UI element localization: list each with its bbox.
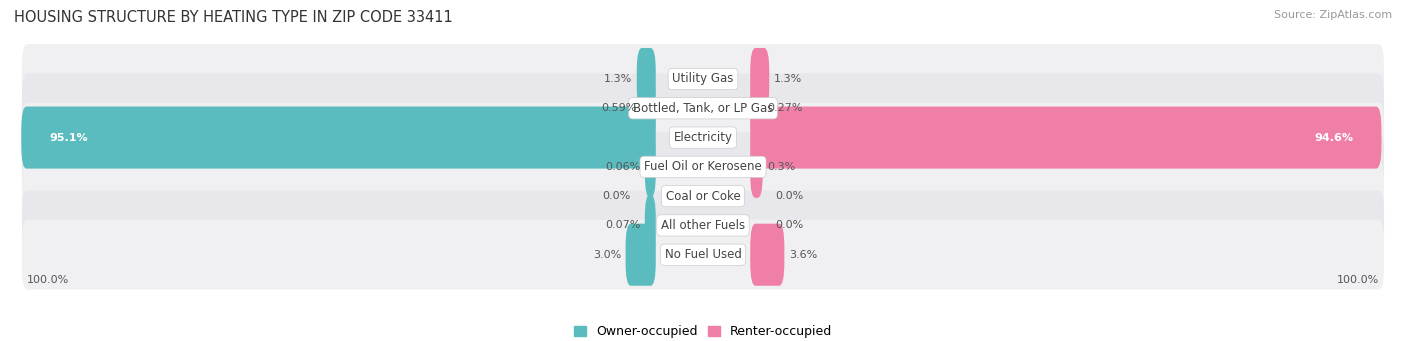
FancyBboxPatch shape <box>751 136 762 198</box>
FancyBboxPatch shape <box>22 220 1384 290</box>
Text: HOUSING STRUCTURE BY HEATING TYPE IN ZIP CODE 33411: HOUSING STRUCTURE BY HEATING TYPE IN ZIP… <box>14 10 453 25</box>
FancyBboxPatch shape <box>22 103 1384 173</box>
FancyBboxPatch shape <box>22 161 1384 231</box>
FancyBboxPatch shape <box>645 136 655 198</box>
Text: Bottled, Tank, or LP Gas: Bottled, Tank, or LP Gas <box>633 102 773 115</box>
Text: Electricity: Electricity <box>673 131 733 144</box>
FancyBboxPatch shape <box>22 44 1384 114</box>
FancyBboxPatch shape <box>751 224 785 286</box>
Text: 0.0%: 0.0% <box>775 220 803 231</box>
Text: 1.3%: 1.3% <box>605 74 633 84</box>
FancyBboxPatch shape <box>637 48 655 110</box>
Text: 1.3%: 1.3% <box>773 74 801 84</box>
Text: 0.06%: 0.06% <box>605 162 640 172</box>
Text: Utility Gas: Utility Gas <box>672 73 734 86</box>
FancyBboxPatch shape <box>751 48 769 110</box>
Text: 0.59%: 0.59% <box>602 103 637 113</box>
Text: 94.6%: 94.6% <box>1315 133 1353 143</box>
Text: 0.0%: 0.0% <box>603 191 631 201</box>
Text: 95.1%: 95.1% <box>49 133 89 143</box>
Legend: Owner-occupied, Renter-occupied: Owner-occupied, Renter-occupied <box>574 325 832 338</box>
Text: 3.0%: 3.0% <box>593 250 621 260</box>
Text: 100.0%: 100.0% <box>1337 275 1379 285</box>
FancyBboxPatch shape <box>22 191 1384 260</box>
Text: All other Fuels: All other Fuels <box>661 219 745 232</box>
FancyBboxPatch shape <box>751 106 1382 168</box>
FancyBboxPatch shape <box>751 77 762 139</box>
FancyBboxPatch shape <box>626 224 655 286</box>
Text: Source: ZipAtlas.com: Source: ZipAtlas.com <box>1274 10 1392 20</box>
FancyBboxPatch shape <box>22 132 1384 202</box>
FancyBboxPatch shape <box>21 106 655 168</box>
Text: 0.27%: 0.27% <box>768 103 803 113</box>
Text: 0.3%: 0.3% <box>768 162 796 172</box>
FancyBboxPatch shape <box>22 73 1384 143</box>
FancyBboxPatch shape <box>645 194 655 256</box>
Text: 100.0%: 100.0% <box>27 275 69 285</box>
Text: 0.0%: 0.0% <box>775 191 803 201</box>
Text: 3.6%: 3.6% <box>789 250 817 260</box>
Text: Fuel Oil or Kerosene: Fuel Oil or Kerosene <box>644 160 762 173</box>
Text: Coal or Coke: Coal or Coke <box>665 190 741 203</box>
Text: 0.07%: 0.07% <box>605 220 640 231</box>
FancyBboxPatch shape <box>641 77 655 139</box>
Text: No Fuel Used: No Fuel Used <box>665 248 741 261</box>
